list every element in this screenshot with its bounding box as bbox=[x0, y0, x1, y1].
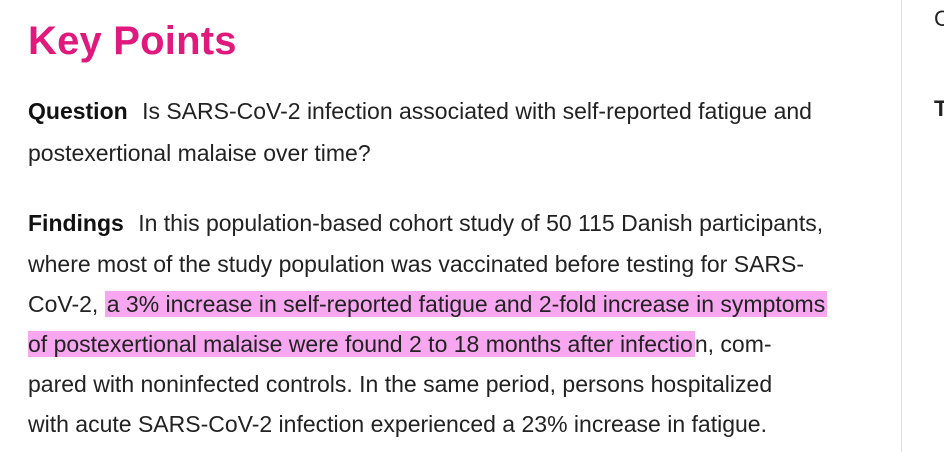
question-line-2: postexertional malaise over time? bbox=[28, 140, 371, 166]
findings-text-3-plain: CoV-2, bbox=[28, 291, 105, 317]
highlighted-text[interactable]: of postexertional malaise were found 2 t… bbox=[28, 331, 695, 357]
findings-line-3: CoV-2, a 3% increase in self-reported fa… bbox=[28, 289, 828, 319]
sidebar-fragment-top[interactable]: C bbox=[934, 6, 944, 31]
sidebar-divider bbox=[901, 0, 902, 452]
key-points-heading: Key Points bbox=[28, 19, 237, 63]
findings-line-2: where most of the study population was v… bbox=[28, 251, 805, 277]
question-line-1: Question Is SARS-CoV-2 infection associa… bbox=[28, 96, 812, 126]
sidebar-fragment-bottom[interactable]: T bbox=[934, 96, 944, 121]
findings-label: Findings bbox=[28, 210, 124, 236]
findings-line-5: pared with noninfected controls. In the … bbox=[28, 371, 773, 397]
highlighted-text[interactable]: a 3% increase in self-reported fatigue a… bbox=[104, 291, 828, 317]
findings-text-4-plain: n, com- bbox=[694, 331, 772, 357]
question-text-1: Is SARS-CoV-2 infection associated with … bbox=[142, 98, 812, 124]
findings-line-4: of postexertional malaise were found 2 t… bbox=[28, 329, 772, 359]
findings-text-1: In this population-based cohort study of… bbox=[138, 210, 824, 236]
question-label: Question bbox=[28, 98, 128, 124]
findings-line-6: with acute SARS-CoV-2 infection experien… bbox=[28, 411, 767, 437]
findings-line-1: Findings In this population-based cohort… bbox=[28, 208, 823, 238]
